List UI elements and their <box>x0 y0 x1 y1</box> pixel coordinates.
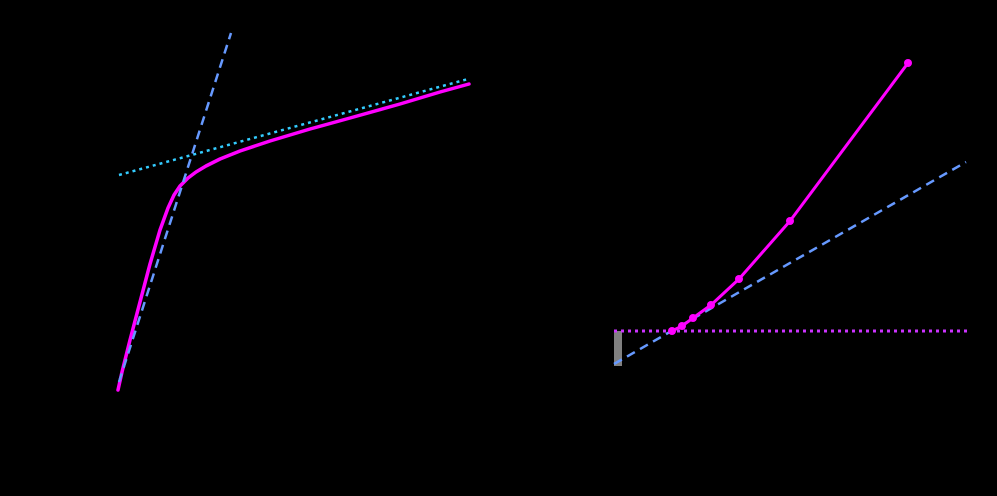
data-point-marker <box>689 314 697 322</box>
right-plot-background <box>500 0 997 496</box>
data-point-marker <box>735 275 743 283</box>
data-markers <box>668 59 912 335</box>
right-chart-svg <box>500 0 997 496</box>
right-chart-panel <box>500 0 997 496</box>
offset-bar <box>614 331 622 366</box>
data-point-marker <box>786 217 794 225</box>
data-point-marker <box>904 59 912 67</box>
data-point-marker <box>668 327 676 335</box>
steep-asymptote-line <box>117 32 233 383</box>
left-plot-background <box>0 0 500 496</box>
data-point-marker <box>678 322 686 330</box>
magenta-curve <box>116 82 471 392</box>
left-chart-svg <box>0 0 500 496</box>
left-chart-panel <box>0 0 500 496</box>
shallow-asymptote-line <box>118 77 469 177</box>
data-point-marker <box>707 301 715 309</box>
